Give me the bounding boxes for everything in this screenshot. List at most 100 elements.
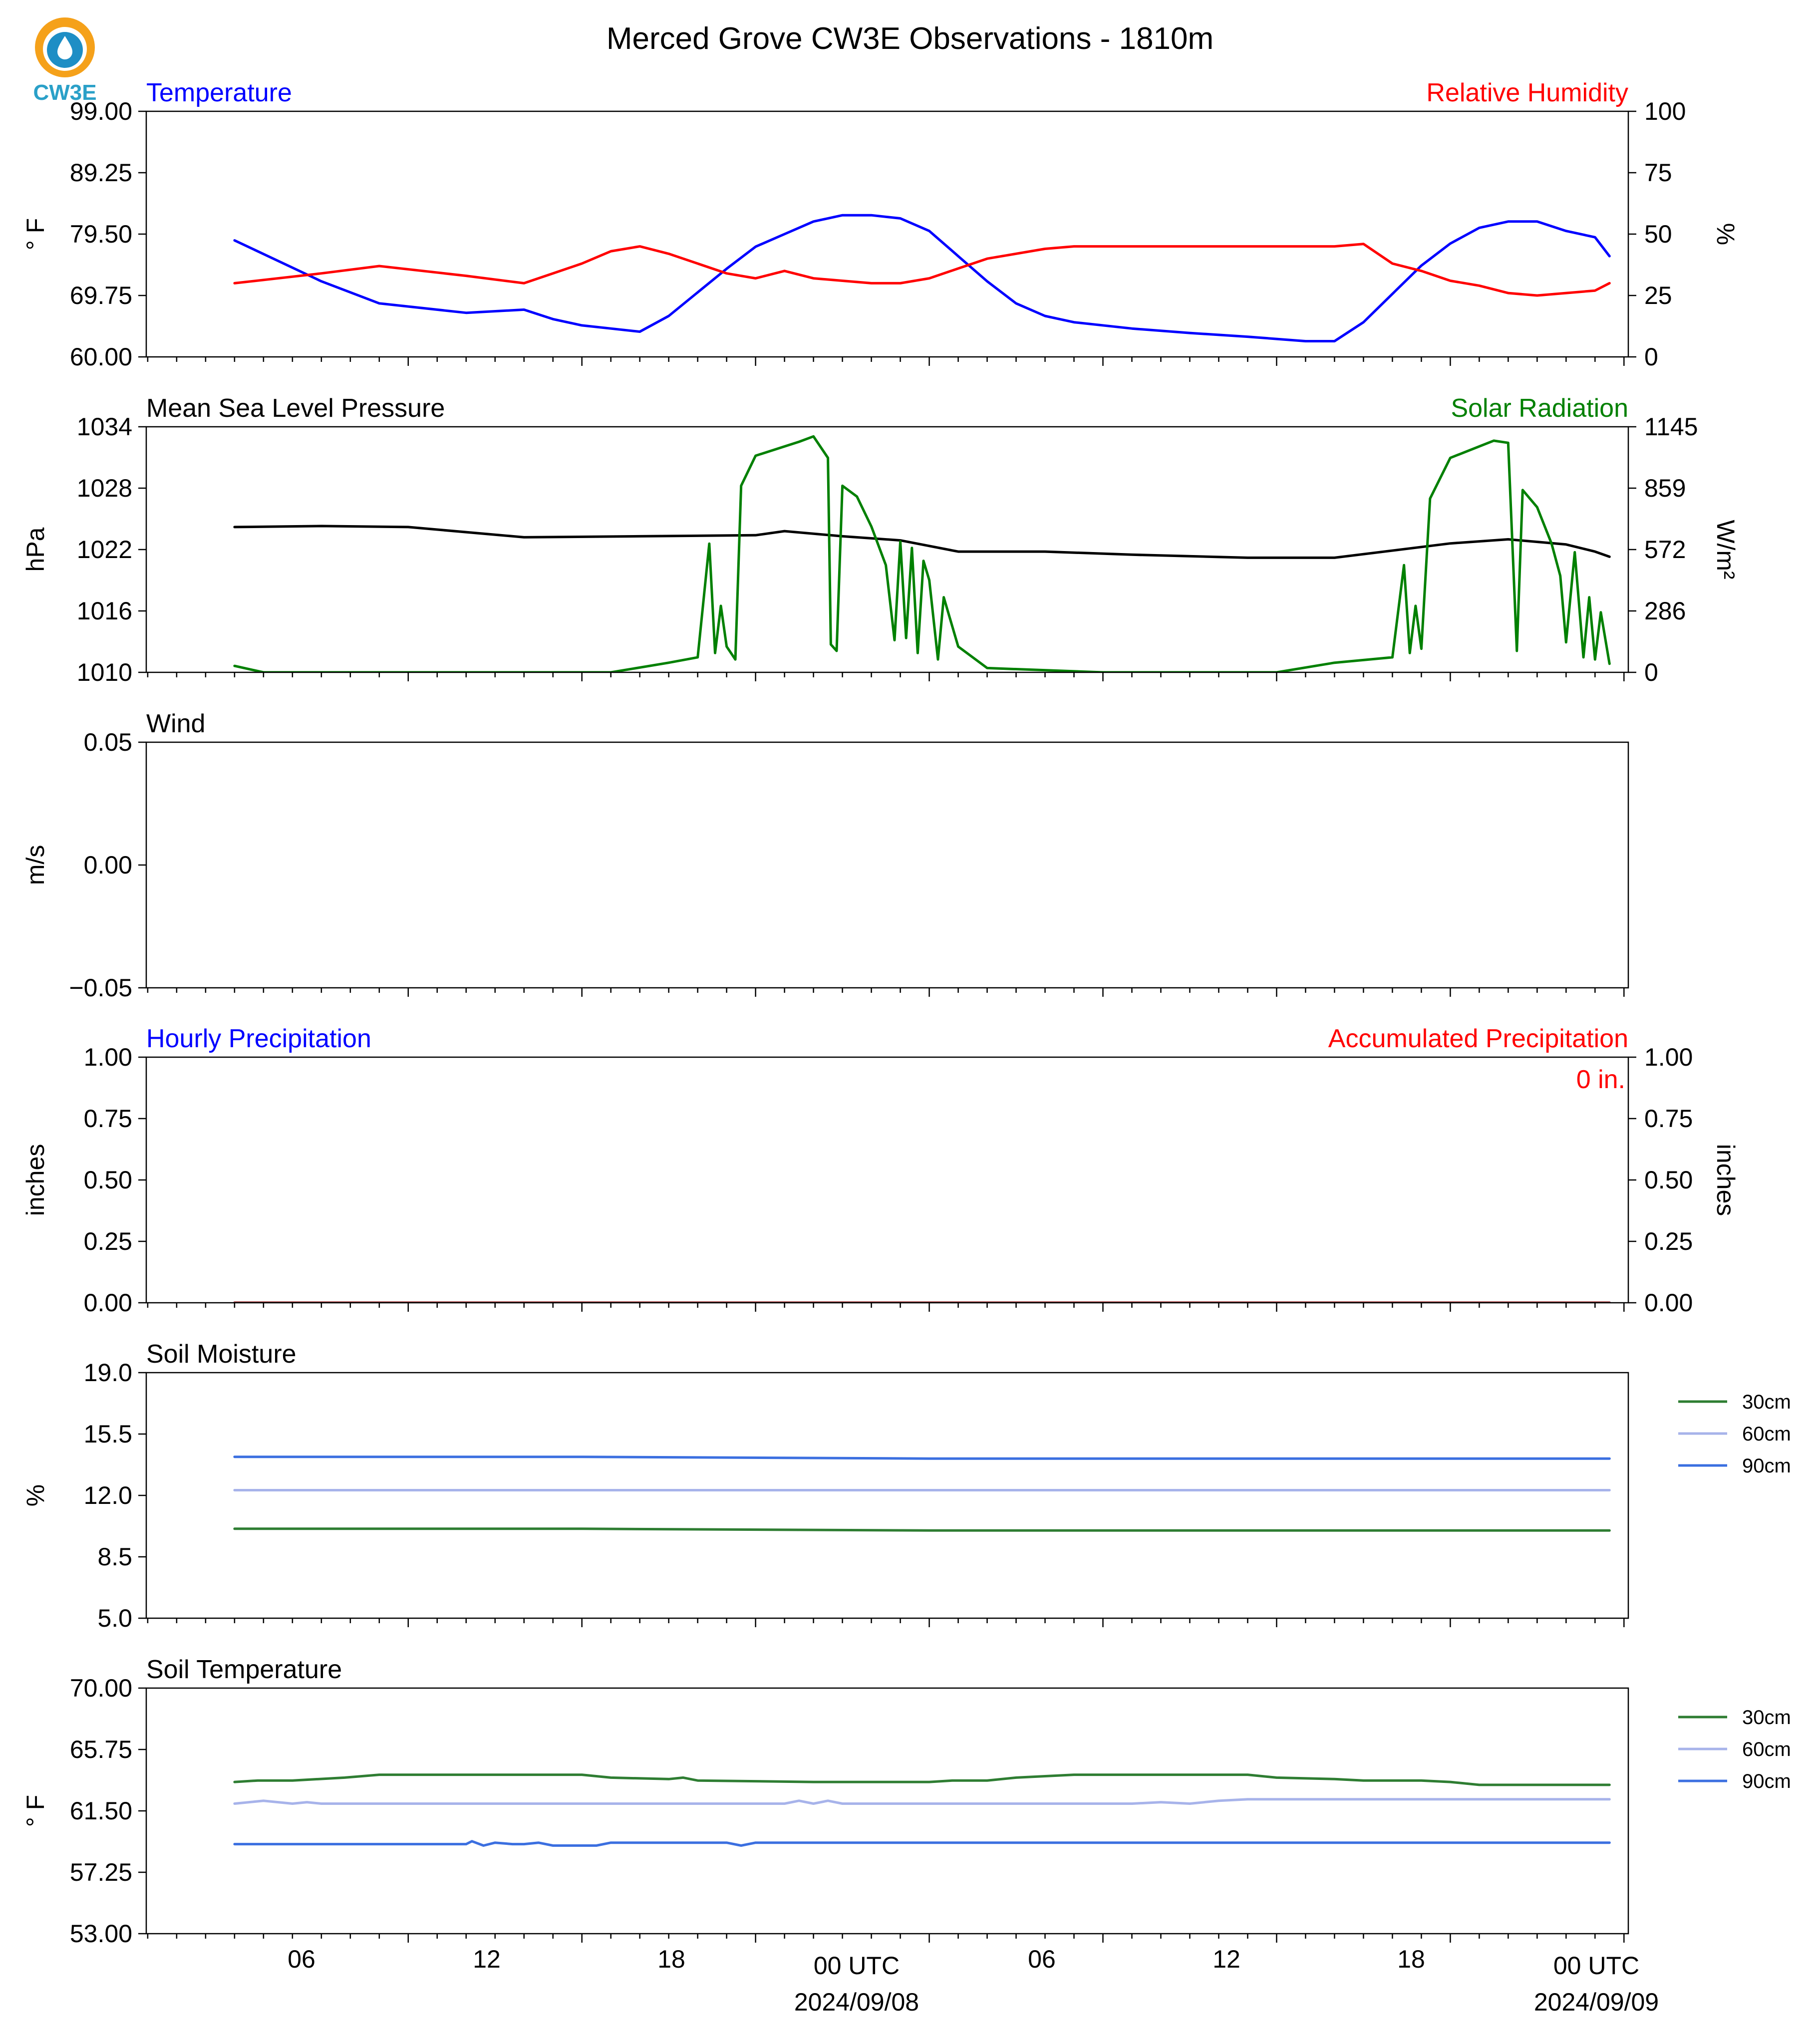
y-axis-label: m/s (21, 845, 49, 885)
y-right-tick-label: 0.75 (1644, 1105, 1693, 1133)
y-tick-label: 0.75 (84, 1105, 132, 1133)
series-group (233, 1455, 1611, 1532)
legend-label: 60cm (1742, 1423, 1791, 1445)
y-axis-label: hPa (21, 527, 49, 572)
y-right-tick-label: 50 (1644, 220, 1672, 248)
panel-title-right: Accumulated Precipitation (1328, 1024, 1628, 1053)
y-tick-label: 65.75 (70, 1736, 132, 1763)
y-tick-label: 8.5 (97, 1543, 132, 1571)
y-right-tick-label: 859 (1644, 474, 1686, 502)
chart-panel: 70.00 65.75 61.50 57.25 53.00 Soil Temperatur… (21, 1655, 1791, 1948)
panel-title-left: Hourly Precipitation (146, 1024, 371, 1053)
series-line-30cm (233, 1773, 1611, 1786)
y-right-tick-label: 0 (1644, 343, 1658, 371)
y-right-tick-label: 0.25 (1644, 1227, 1693, 1255)
y-tick-label: 5.0 (97, 1604, 132, 1632)
y-right-tick-label: 0.00 (1644, 1289, 1693, 1317)
panel-title-left: Temperature (146, 78, 292, 107)
series-line-temperature (233, 214, 1611, 342)
y-tick-label: 1016 (77, 597, 132, 625)
x-date-label: 2024/09/09 (1534, 1988, 1659, 2016)
logo-drop-icon (57, 36, 72, 59)
y-tick-label: 12.0 (84, 1481, 132, 1509)
precip-annotation: 0 in. (1576, 1065, 1625, 1094)
y-right-tick-label: 1.00 (1644, 1043, 1693, 1071)
legend-label: 90cm (1742, 1770, 1791, 1792)
series-line-90cm (233, 1840, 1611, 1847)
panel-title-left: Soil Moisture (146, 1340, 297, 1369)
legend: 30cm 60cm 90cm (1678, 1707, 1791, 1792)
chart-panel: 1.00 0.75 0.50 0.25 0.00 1.00 0.75 0.50 0.25 0.00… (21, 1024, 1740, 1317)
x-tick-label: 06 (1028, 1945, 1056, 1973)
x-tick-label: 00 UTC (814, 1952, 900, 1980)
y-axis-label: ° F (21, 1795, 49, 1827)
y-tick-label: 0.00 (84, 1289, 132, 1317)
y-tick-label: 0.00 (84, 851, 132, 879)
y-tick-label: 99.00 (70, 97, 132, 125)
y-tick-label: 0.05 (84, 728, 132, 756)
panel-title-left: Soil Temperature (146, 1655, 342, 1684)
x-tick-label: 12 (1213, 1945, 1240, 1973)
y-tick-label: 53.00 (70, 1920, 132, 1948)
y-tick-label: 19.0 (84, 1359, 132, 1387)
panel-title-right: Relative Humidity (1426, 78, 1628, 107)
figure-title: Merced Grove CW3E Observations - 1810m (607, 21, 1213, 56)
legend-label: 30cm (1742, 1707, 1791, 1729)
y-tick-label: 15.5 (84, 1420, 132, 1448)
legend-label: 90cm (1742, 1455, 1791, 1477)
y-right-tick-label: 572 (1644, 536, 1686, 564)
y-right-tick-label: 286 (1644, 597, 1686, 625)
legend-label: 60cm (1742, 1738, 1791, 1760)
y-axis-label: ° F (21, 218, 49, 250)
y-tick-label: 89.25 (70, 159, 132, 187)
logo-text: CW3E (33, 80, 96, 105)
y-tick-label: 79.50 (70, 220, 132, 248)
series-group (233, 1773, 1611, 1847)
y-right-axis-label: inches (1712, 1144, 1740, 1216)
y-right-tick-label: 75 (1644, 159, 1672, 187)
y-right-tick-label: 25 (1644, 282, 1672, 309)
cw3e-logo: CW3E (33, 17, 97, 105)
chart-panel: 19.0 15.5 12.0 8.5 5.0 Soil Moisture% 30cm 60cm… (21, 1340, 1791, 1632)
series-line-30cm (233, 1527, 1611, 1532)
panel-title-left: Mean Sea Level Pressure (146, 394, 445, 423)
y-tick-label: −0.05 (69, 974, 132, 1002)
y-axis-label: inches (21, 1144, 49, 1216)
chart-panel: 99.00 89.25 79.50 69.75 60.00 100 75 50 25 0 Tempe… (21, 78, 1740, 371)
y-right-axis-label: % (1712, 223, 1740, 245)
y-tick-label: 70.00 (70, 1674, 132, 1702)
x-axis-labels: 06 12 18 00 UTC 06 12 18 00 UTC 2024/09/… (288, 1945, 1659, 2016)
y-tick-label: 0.50 (84, 1166, 132, 1194)
series-group (233, 214, 1611, 342)
y-tick-label: 1.00 (84, 1043, 132, 1071)
y-tick-label: 1028 (77, 474, 132, 502)
legend-label: 30cm (1742, 1391, 1791, 1413)
y-tick-label: 69.75 (70, 282, 132, 309)
chart-panel: 1034 1028 1022 1016 1010 1145 859 572 286 0 Mean S… (21, 394, 1740, 686)
x-tick-label: 18 (1397, 1945, 1425, 1973)
panels: 99.00 89.25 79.50 69.75 60.00 100 75 50 25 0 Tempe… (21, 78, 1791, 1948)
y-tick-label: 57.25 (70, 1858, 132, 1886)
panel-title-left: Wind (146, 709, 205, 738)
y-right-tick-label: 0.50 (1644, 1166, 1693, 1194)
x-tick-label: 06 (288, 1945, 315, 1973)
y-right-tick-label: 1145 (1644, 413, 1698, 441)
chart-panel: 0.05 0.00 −0.05 Wind m/s (21, 709, 1629, 1002)
x-date-label: 2024/09/08 (794, 1988, 919, 2016)
legend: 30cm 60cm 90cm (1678, 1391, 1791, 1477)
y-axis-label: % (21, 1484, 49, 1506)
panel-title-right: Solar Radiation (1451, 394, 1628, 423)
series-line-90cm (233, 1455, 1611, 1460)
series-line-solar-radiation (233, 435, 1611, 672)
y-tick-label: 1034 (77, 413, 132, 441)
series-line-mean-sea-level-pressure (233, 525, 1611, 559)
y-tick-label: 0.25 (84, 1227, 132, 1255)
y-tick-label: 1010 (77, 658, 132, 686)
x-tick-label: 12 (473, 1945, 501, 1973)
series-line-relative-humidity (233, 243, 1611, 297)
y-right-axis-label: W/m² (1712, 520, 1740, 579)
series-group (233, 435, 1611, 672)
x-tick-label: 18 (657, 1945, 685, 1973)
